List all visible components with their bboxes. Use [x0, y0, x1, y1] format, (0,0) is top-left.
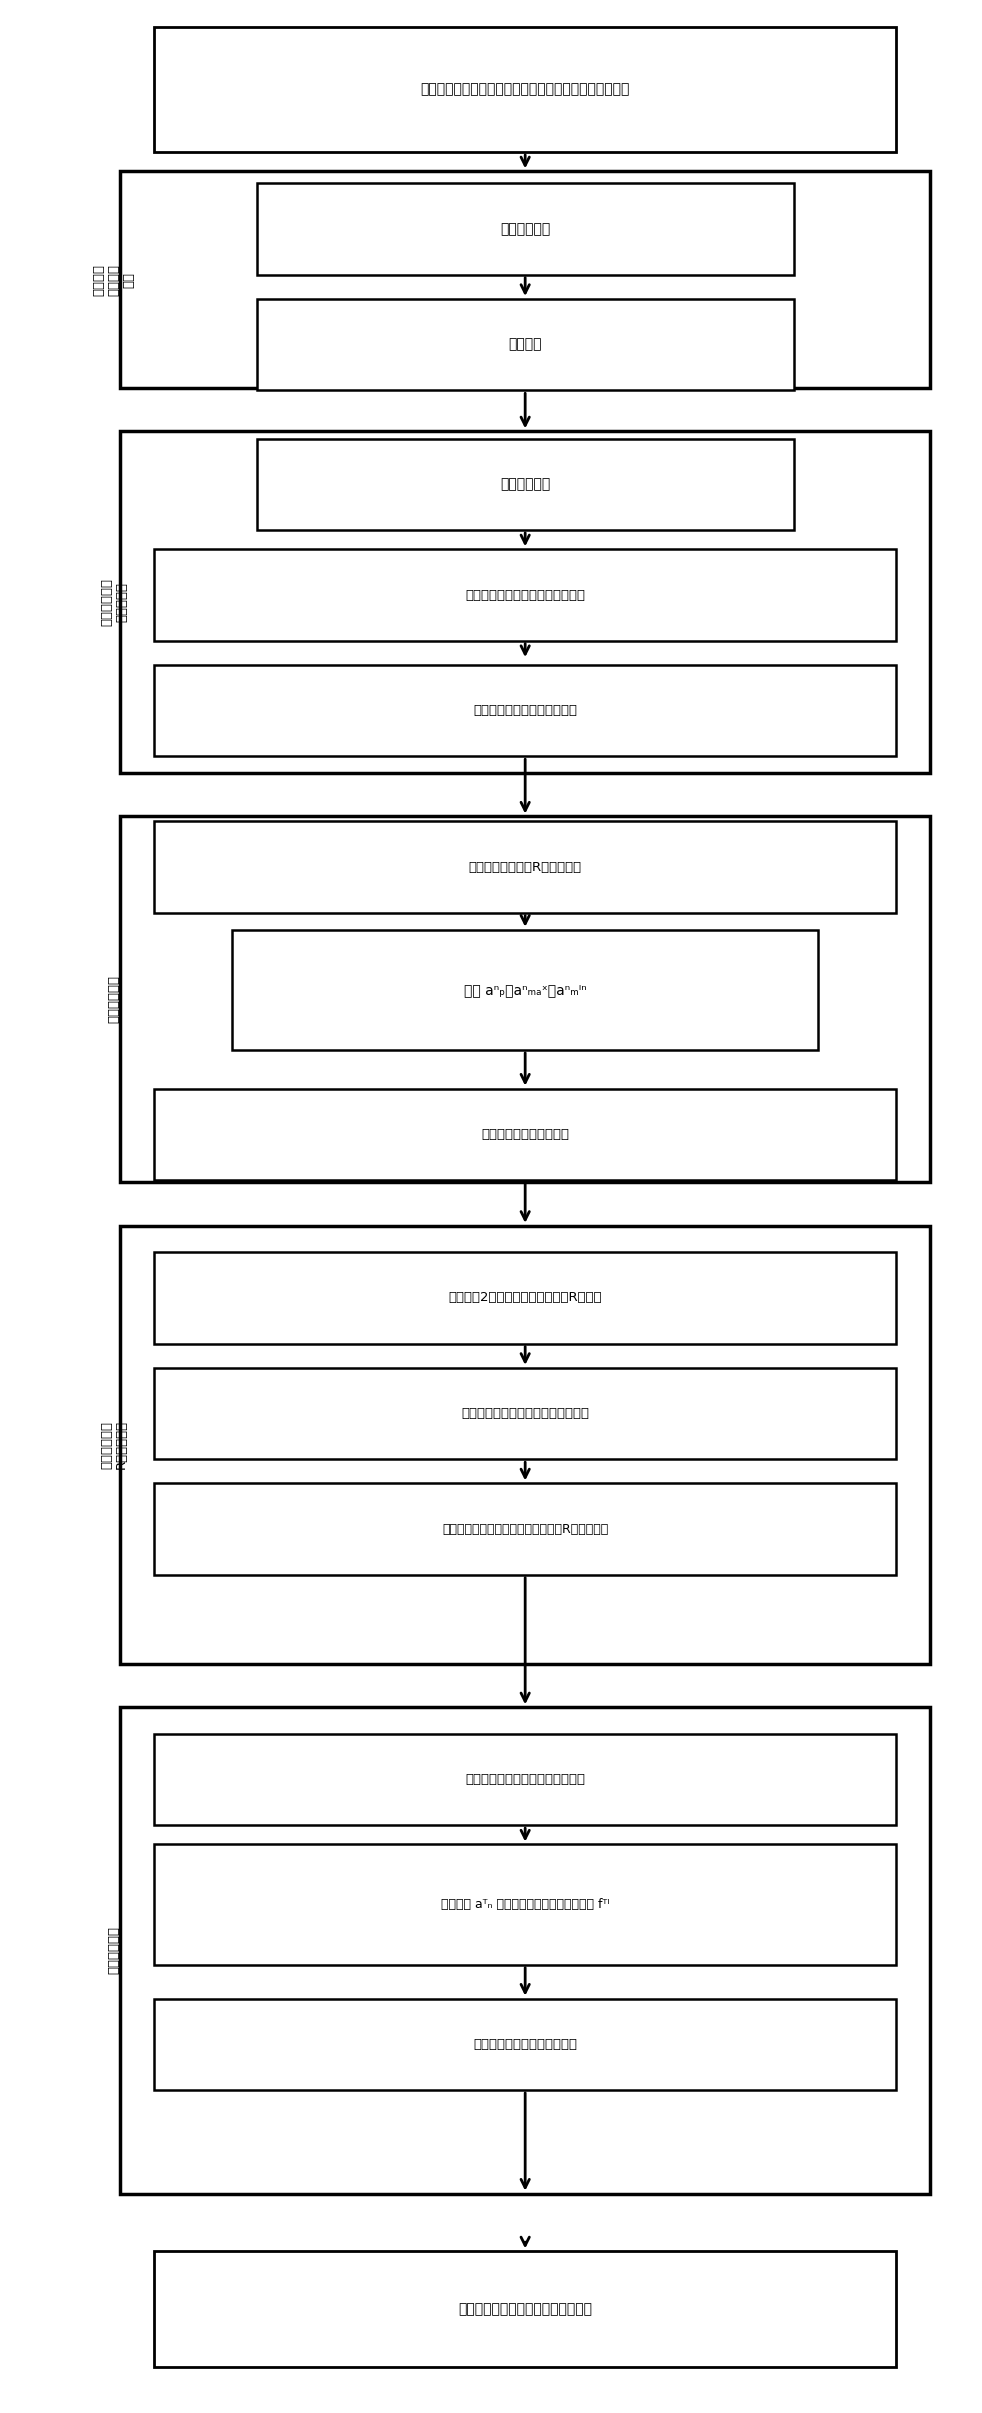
- Text: 建立人工神经网络R波尾检测器: 建立人工神经网络R波尾检测器: [468, 861, 581, 874]
- Text: 实时输出胎心心电声，完成信号转化: 实时输出胎心心电声，完成信号转化: [459, 2302, 592, 2316]
- Bar: [154, 1484, 897, 1576]
- Bar: [120, 432, 930, 772]
- Text: 根据心射2个主要分量进行胎心率R波筛选: 根据心射2个主要分量进行胎心率R波筛选: [449, 1291, 602, 1305]
- Text: 压频转换模块: 压频转换模块: [108, 1926, 121, 1974]
- Bar: [154, 1368, 897, 1460]
- Text: 胎儿心电
信号缓存
模块: 胎儿心电 信号缓存 模块: [92, 263, 136, 297]
- Text: 求出胎儿心电图单个心博匹配的母板: 求出胎儿心电图单个心博匹配的母板: [462, 1407, 589, 1419]
- Text: 利用模板匹配给出每次心博循环期内R波筛选结果: 利用模板匹配给出每次心博循环期内R波筛选结果: [442, 1523, 608, 1535]
- Text: 去除分析 aᵀₙ 测量胎心压缩模块的过渡应答 fᵀᴵ: 去除分析 aᵀₙ 测量胎心压缩模块的过渡应答 fᵀᴵ: [441, 1899, 610, 1911]
- Bar: [120, 171, 930, 388]
- Bar: [120, 1708, 930, 2193]
- Text: 胎儿心电信号
R波筛选模块: 胎儿心电信号 R波筛选模块: [100, 1421, 128, 1470]
- Bar: [120, 1226, 930, 1665]
- Text: 对胎儿心电信号进行压缩处理模块: 对胎儿心电信号进行压缩处理模块: [465, 1774, 585, 1786]
- Bar: [154, 666, 897, 755]
- Text: 线性转换模块: 线性转换模块: [108, 975, 121, 1023]
- Bar: [154, 1998, 897, 2090]
- Text: 线性变换回原心电图波形: 线性变换回原心电图波形: [481, 1127, 570, 1141]
- Bar: [154, 820, 897, 912]
- Text: 胎儿心电信号
预处理模块: 胎儿心电信号 预处理模块: [100, 579, 128, 627]
- Bar: [256, 299, 793, 391]
- Bar: [154, 1088, 897, 1180]
- Bar: [120, 816, 930, 1182]
- Bar: [154, 2251, 897, 2367]
- Text: 模拟经心博器: 模拟经心博器: [500, 222, 550, 236]
- Bar: [232, 929, 818, 1050]
- Bar: [154, 1844, 897, 1964]
- Bar: [256, 439, 793, 531]
- Bar: [154, 27, 897, 152]
- Text: 基线漂移处理和地波干扰中除: 基线漂移处理和地波干扰中除: [473, 705, 577, 717]
- Text: 计算 aⁿₚ，aⁿₘₐˣ，aⁿₘᴵⁿ: 计算 aⁿₚ，aⁿₘₐˣ，aⁿₘᴵⁿ: [464, 982, 586, 997]
- Text: 数据采集: 数据采集: [509, 338, 542, 352]
- Text: 信号增强处理: 信号增强处理: [500, 478, 550, 492]
- Bar: [154, 1733, 897, 1824]
- Bar: [256, 183, 793, 275]
- Bar: [154, 1252, 897, 1344]
- Text: 消除母体心电图干扰的自适应滤波: 消除母体心电图干扰的自适应滤波: [465, 589, 585, 601]
- Bar: [154, 550, 897, 642]
- Text: 实时获取连续胎儿心电信号，从胎心心电信号中提取心音: 实时获取连续胎儿心电信号，从胎心心电信号中提取心音: [420, 82, 629, 97]
- Text: 对胎儿心电信号进行压缩处理: 对胎儿心电信号进行压缩处理: [473, 2039, 577, 2051]
